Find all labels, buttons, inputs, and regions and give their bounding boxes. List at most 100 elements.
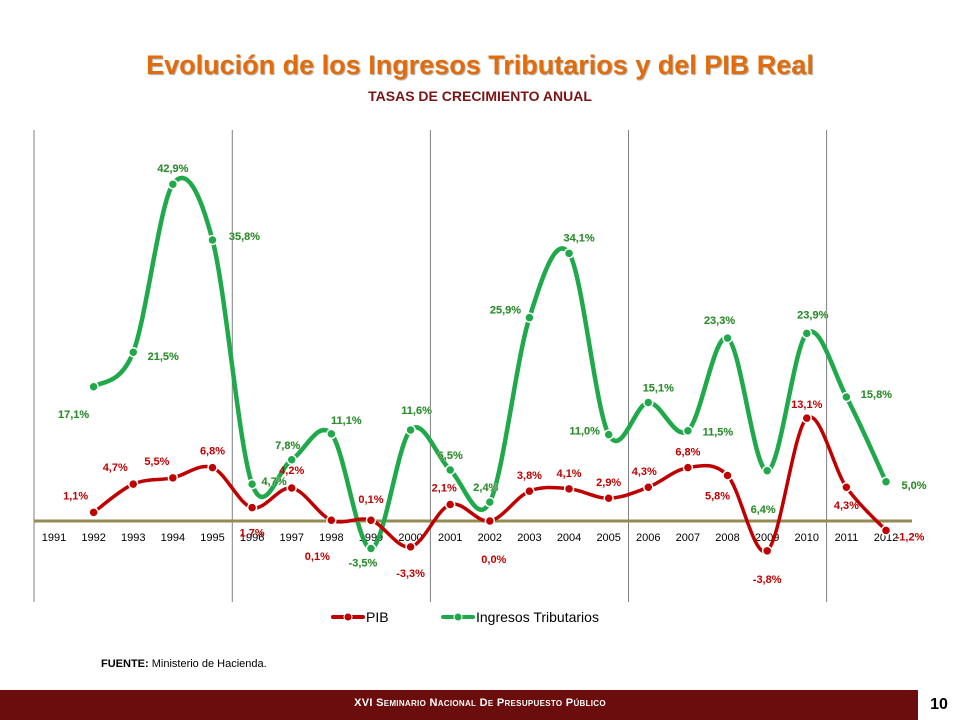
pib-data-label: 1,7% [240, 528, 265, 540]
pib-data-label: 0,1% [358, 494, 383, 506]
pib-point [326, 514, 337, 526]
x-tick-label: 1993 [121, 532, 145, 544]
legend-marker-pib [343, 612, 353, 622]
x-tick-label: 2012 [874, 532, 898, 544]
ingresos-point [563, 248, 575, 259]
pib-data-label: 5,8% [705, 490, 730, 502]
ingresos-point [127, 346, 139, 358]
ingresos-data-label: 6,4% [751, 504, 776, 516]
pib-data-label: -3,3% [396, 568, 425, 580]
ingresos-point [880, 476, 892, 487]
seminar-title: XVI Seminario Nacional De Presupuesto Pú… [354, 697, 606, 709]
ingresos-data-label: 42,9% [157, 163, 188, 175]
ingresos-point [682, 425, 694, 436]
pib-data-label: -1,2% [896, 531, 925, 543]
ingresos-data-label: 34,1% [563, 232, 594, 244]
pib-point [761, 545, 773, 557]
ingresos-data-label: 6,5% [438, 450, 463, 462]
page-number: 10 [918, 690, 960, 720]
chart-title: Evolución de los Ingresos Tributarios y … [146, 50, 814, 80]
x-tick-label: 2002 [478, 532, 502, 544]
x-tick-label: 2011 [835, 532, 859, 544]
ingresos-point [405, 424, 416, 436]
ingresos-point [603, 429, 614, 440]
pib-data-label: 13,1% [791, 399, 822, 411]
ingresos-point [326, 428, 337, 440]
ingresos-data-label: 7,8% [275, 440, 300, 452]
pib-point [88, 507, 99, 518]
source-label: FUENTE: [101, 658, 149, 670]
ingresos-data-label: 23,9% [797, 309, 828, 321]
pib-point [127, 478, 139, 490]
pib-data-label: 0,0% [481, 554, 506, 566]
x-tick-label: 2010 [795, 532, 819, 544]
pib-data-label: 6,8% [675, 447, 700, 459]
ingresos-point [88, 381, 99, 393]
ingresos-data-label: 25,9% [490, 305, 521, 317]
pib-data-label: 4,1% [557, 468, 582, 480]
ingresos-point [167, 178, 179, 190]
footer-bar: XVI Seminario Nacional De Presupuesto Pú… [0, 690, 960, 720]
pib-point [841, 481, 852, 493]
legend-marker-ingresos [453, 612, 463, 622]
ingresos-data-label: 21,5% [148, 351, 179, 363]
ingresos-data-label: 11,5% [703, 427, 734, 439]
pib-point [722, 470, 733, 481]
x-tick-label: 1996 [240, 532, 264, 544]
ingresos-point [444, 464, 456, 476]
x-tick-label: 2005 [596, 532, 620, 544]
ingresos-point [484, 496, 496, 508]
ingresos-data-label: 2,4% [473, 482, 498, 494]
x-tick-label: 2003 [517, 532, 541, 544]
pib-point [563, 483, 575, 495]
ingresos-point [524, 312, 535, 323]
pib-point [286, 482, 297, 494]
ingresos-point [207, 234, 218, 246]
ingresos-data-label: 4,7% [262, 476, 287, 488]
x-tick-label: 2004 [557, 532, 581, 544]
pib-data-label: 4,3% [834, 500, 859, 512]
pib-data-label: 6,8% [200, 446, 225, 458]
pib-point [207, 462, 218, 473]
ingresos-point [286, 454, 297, 466]
source-text: Ministerio de Hacienda. [148, 658, 267, 670]
pib-point [365, 514, 377, 526]
x-tick-label: 2006 [636, 532, 660, 544]
pib-data-label: -3,8% [753, 574, 782, 586]
series-line-pib [91, 415, 888, 554]
x-tick-label: 1998 [319, 532, 343, 544]
pib-point [643, 481, 654, 493]
x-tick-label: 1992 [81, 532, 105, 544]
ingresos-point [841, 391, 852, 403]
x-tick-label: 2001 [438, 532, 462, 544]
pib-point [246, 502, 258, 513]
ingresos-point [365, 543, 377, 554]
x-tick-label: 2007 [676, 532, 700, 544]
x-tick-label: 2000 [398, 532, 422, 544]
pib-data-label: 1,1% [63, 490, 88, 502]
ingresos-data-label: -3,5% [349, 557, 378, 569]
ingresos-point [722, 332, 733, 344]
pib-data-label: 4,2% [279, 465, 304, 477]
ingresos-data-label: 15,8% [861, 389, 892, 401]
pib-data-label: 2,1% [432, 483, 457, 495]
x-tick-label: 2008 [715, 532, 739, 544]
ingresos-data-label: 11,0% [569, 426, 600, 438]
pib-point [801, 412, 813, 424]
x-tick-label: 1995 [200, 532, 224, 544]
ingresos-data-label: 35,8% [229, 231, 260, 243]
pib-point [682, 462, 694, 473]
ingresos-data-label: 11,1% [331, 415, 362, 427]
x-tick-label: 1991 [42, 532, 66, 544]
pib-point [484, 515, 496, 527]
pib-data-label: 0,1% [305, 551, 330, 563]
ingresos-point [761, 465, 773, 477]
pib-point [405, 541, 416, 553]
source-note: FUENTE: Ministerio de Hacienda. [101, 658, 267, 670]
ingresos-data-label: 15,1% [643, 382, 674, 394]
pib-data-label: 4,7% [103, 462, 128, 474]
x-tick-label: 1994 [161, 532, 185, 544]
ingresos-data-label: 11,6% [401, 405, 432, 417]
pib-point [880, 525, 892, 536]
